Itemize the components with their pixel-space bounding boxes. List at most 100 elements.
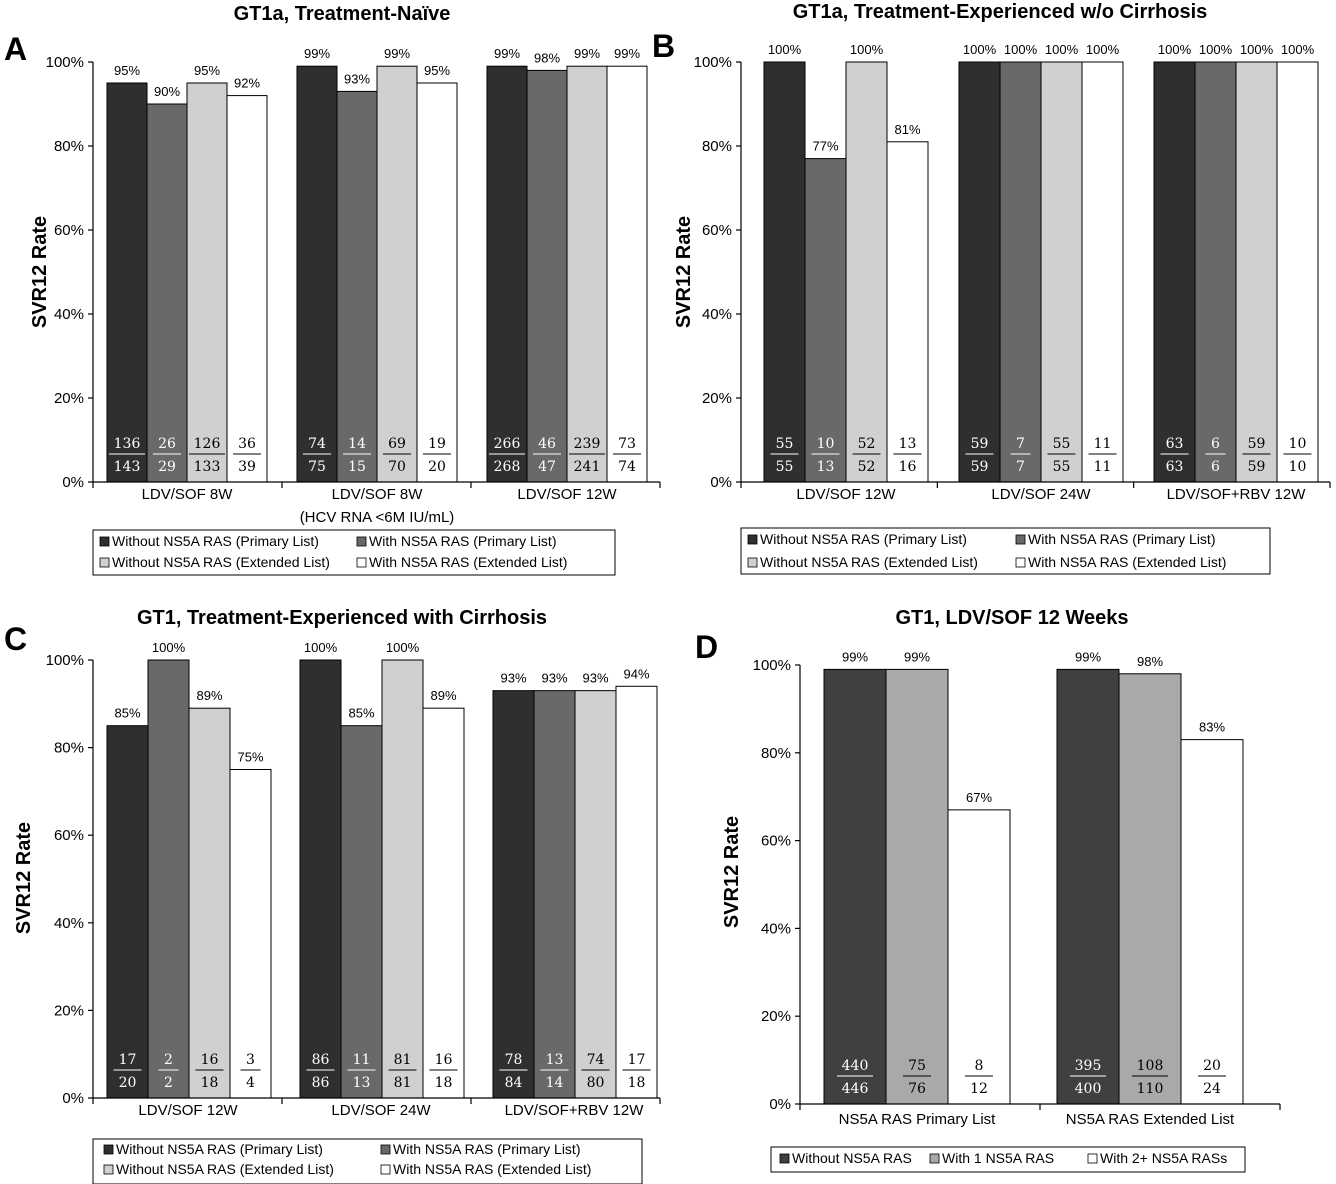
bar-value-label: 100% [1086, 42, 1120, 57]
fraction-denominator: 7 [1016, 459, 1025, 475]
fraction-numerator: 74 [587, 1052, 605, 1068]
fraction-numerator: 395 [1075, 1058, 1102, 1074]
legend-label: Without NS5A RAS (Primary List) [112, 533, 319, 549]
bar [336, 90, 378, 483]
fraction-denominator: 55 [776, 459, 794, 475]
chart-title: GT1, Treatment-Experienced with Cirrhosi… [137, 607, 547, 629]
bar [886, 141, 929, 483]
bar [845, 61, 888, 483]
y-tick-label: 60% [54, 827, 84, 844]
fraction-numerator: 55 [776, 436, 794, 452]
fraction-numerator: 10 [817, 436, 835, 452]
fraction-numerator: 10 [1289, 436, 1307, 452]
legend-swatch [99, 536, 110, 547]
fraction-denominator: 80 [587, 1075, 605, 1091]
bar [958, 61, 1001, 483]
x-category-label: LDV/SOF 24W [331, 1102, 431, 1119]
fraction-denominator: 13 [353, 1075, 371, 1091]
bar-value-label: 92% [234, 76, 260, 91]
bar-value-label: 99% [494, 46, 520, 61]
y-tick-label: 0% [62, 1090, 84, 1107]
y-tick-label: 60% [54, 222, 84, 239]
chart-title: GT1a, Treatment-Experienced w/o Cirrhosi… [793, 1, 1208, 23]
fraction-denominator: 400 [1075, 1081, 1102, 1097]
bar [763, 61, 806, 483]
chart-panel-c: C GT1, Treatment-Experienced with Cirrhos… [4, 607, 661, 1184]
legend-label: With NS5A RAS (Extended List) [369, 554, 567, 570]
fraction-denominator: 86 [312, 1075, 330, 1091]
fraction-numerator: 11 [353, 1052, 371, 1068]
bar-value-label: 100% [1158, 42, 1192, 57]
fraction-denominator: 81 [394, 1075, 412, 1091]
fraction-numerator: 126 [194, 436, 221, 452]
bar-value-label: 94% [623, 666, 649, 681]
bar-value-label: 83% [1199, 720, 1225, 735]
legend-swatch [356, 557, 367, 568]
fraction-denominator: 18 [201, 1075, 219, 1091]
legend-swatch [1015, 557, 1026, 568]
bar-value-label: 99% [1075, 649, 1101, 664]
chart-title: GT1a, Treatment-Naïve [234, 3, 451, 25]
fraction-denominator: 133 [194, 459, 221, 475]
panel-letter: B [652, 28, 675, 64]
legend-swatch [380, 1164, 391, 1175]
y-tick-label: 60% [702, 222, 732, 239]
chart-panel-d: D GT1, LDV/SOF 12 Weeks SVR12 Rate 0% 20% 40%… [695, 607, 1281, 1173]
legend-label: Without NS5A RAS (Primary List) [760, 531, 967, 547]
fraction-numerator: 69 [388, 436, 406, 452]
y-axis-label: SVR12 Rate [13, 822, 35, 934]
fraction-denominator: 6 [1211, 459, 1220, 475]
fraction-numerator: 11 [1094, 436, 1112, 452]
y-tick-label: 0% [62, 474, 84, 491]
bar-value-label: 93% [582, 671, 608, 686]
legend-swatch [99, 557, 110, 568]
fraction-denominator: 84 [505, 1075, 523, 1091]
legend-label: Without NS5A RAS (Extended List) [760, 554, 978, 570]
legend-label: With NS5A RAS (Primary List) [369, 533, 556, 549]
y-tick-label: 20% [54, 390, 84, 407]
bar-value-label: 95% [194, 63, 220, 78]
bar [533, 690, 576, 1099]
legend-swatch [929, 1153, 940, 1164]
legend-box [92, 1138, 643, 1184]
bar-value-label: 81% [894, 122, 920, 137]
fraction-numerator: 20 [1203, 1058, 1221, 1074]
bar-value-label: 99% [614, 46, 640, 61]
fraction-numerator: 13 [899, 436, 917, 452]
legend-box [740, 527, 1271, 575]
bar [229, 769, 272, 1099]
fraction-denominator: 446 [842, 1081, 869, 1097]
fraction-denominator: 16 [899, 459, 917, 475]
bar [146, 103, 188, 483]
legend-label: With 2+ NS5A RASs [1100, 1150, 1227, 1166]
y-axis-label: SVR12 Rate [721, 816, 743, 928]
y-tick-label: 100% [753, 657, 791, 674]
bar [1118, 673, 1182, 1105]
bar [947, 809, 1011, 1105]
fraction-denominator: 11 [1094, 459, 1112, 475]
fraction-numerator: 136 [114, 436, 141, 452]
y-tick-label: 40% [761, 920, 791, 937]
bar [492, 690, 535, 1099]
y-tick-label: 80% [54, 138, 84, 155]
bar-value-label: 99% [384, 46, 410, 61]
bar [606, 65, 648, 483]
fraction-denominator: 18 [628, 1075, 646, 1091]
y-tick-label: 20% [761, 1008, 791, 1025]
bar [1081, 61, 1124, 483]
y-tick-label: 60% [761, 833, 791, 850]
y-tick-label: 80% [702, 138, 732, 155]
legend-label: With NS5A RAS (Primary List) [1028, 531, 1215, 547]
fraction-denominator: 52 [858, 459, 876, 475]
bar [1056, 668, 1120, 1105]
legend-swatch [103, 1164, 114, 1175]
y-tick-label: 20% [702, 390, 732, 407]
fraction-numerator: 440 [842, 1058, 869, 1074]
legend-label: With 1 NS5A RAS [942, 1150, 1054, 1166]
bar-value-label: 100% [304, 640, 338, 655]
bar-value-label: 98% [534, 50, 560, 65]
bar [1040, 61, 1083, 483]
y-axis-label: SVR12 Rate [29, 216, 51, 328]
chart-title: GT1, LDV/SOF 12 Weeks [895, 607, 1128, 629]
